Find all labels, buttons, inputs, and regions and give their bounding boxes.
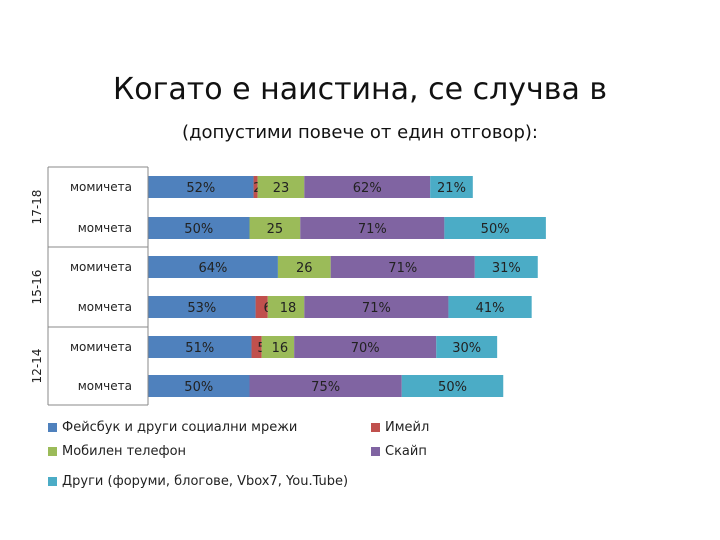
bar-segment-1-0 (253, 176, 258, 198)
legend-item-0: Фейсбук и други социални мрежи (48, 420, 297, 435)
chart-subtitle: (допустими повече от един отговор): (182, 122, 538, 143)
category-label-2: момичета (70, 260, 132, 274)
legend-label-4: Други (форуми, блогове, Vbox7, You.Tube) (62, 474, 349, 489)
bar-value-label-4-3: 41% (476, 301, 505, 316)
bar-value-label-0-4: 51% (185, 341, 214, 356)
bar-value-label-2-1: 25 (267, 222, 284, 237)
bar-segment-0-2 (148, 256, 278, 278)
bar-segment-2-0 (257, 176, 305, 198)
bar-value-label-2-4: 16 (272, 341, 289, 356)
bar-value-label-3-1: 71% (358, 222, 387, 237)
bar-segment-4-4 (436, 336, 498, 358)
bar-segment-2-1 (249, 217, 301, 239)
bar-value-label-3-3: 71% (362, 301, 391, 316)
category-label-0: момичета (70, 180, 132, 194)
bar-value-label-0-5: 50% (184, 380, 213, 395)
category-label-1: момчета (78, 221, 132, 235)
bar-value-label-4-1: 50% (481, 222, 510, 237)
bar-segment-3-0 (304, 176, 431, 198)
legend-swatch-2 (48, 447, 57, 456)
legend-item-4: Други (форуми, блогове, Vbox7, You.Tube) (48, 474, 348, 489)
group-label-0: 17-18 (30, 190, 44, 225)
bar-value-label-2-3: 18 (280, 301, 297, 316)
legend-item-1: Имейл (371, 420, 429, 435)
legend-label-2: Мобилен телефон (62, 444, 187, 459)
bar-value-label-3-4: 70% (351, 341, 380, 356)
legend-swatch-3 (371, 447, 380, 456)
bar-value-label-0-3: 53% (187, 301, 216, 316)
bar-value-label-4-5: 50% (438, 380, 467, 395)
bar-segment-1-4 (251, 336, 262, 358)
group-label-1: 15-16 (30, 270, 44, 305)
bar-segment-4-1 (444, 217, 546, 239)
category-label-3: момчета (78, 300, 132, 314)
legend-swatch-0 (48, 423, 57, 432)
legend-label-0: Фейсбук и други социални мрежи (62, 420, 298, 435)
legend-swatch-4 (48, 477, 57, 486)
legend-item-2: Мобилен телефон (48, 444, 186, 459)
bar-segment-0-5 (148, 375, 250, 397)
bar-value-label-0-2: 64% (199, 261, 228, 276)
bar-value-label-3-5: 75% (311, 380, 340, 395)
bar-segment-2-4 (261, 336, 295, 358)
bar-segment-0-1 (148, 217, 250, 239)
bar-segment-3-4 (294, 336, 437, 358)
category-label-5: момчета (78, 379, 132, 393)
bar-segment-0-0 (148, 176, 254, 198)
bar-value-label-4-4: 30% (452, 341, 481, 356)
bar-value-label-0-1: 50% (184, 222, 213, 237)
bar-segment-0-3 (148, 296, 256, 318)
chart-title: Когато е наистина, се случва в (112, 72, 608, 107)
bar-value-label-3-2: 71% (388, 261, 417, 276)
bar-segment-4-0 (430, 176, 473, 198)
bar-segment-4-5 (401, 375, 504, 397)
bar-segment-2-2 (277, 256, 331, 278)
bar-value-label-0-0: 52% (186, 181, 215, 196)
legend-label-3: Скайп (385, 444, 427, 459)
bar-segment-2-3 (267, 296, 305, 318)
bar-segment-0-4 (148, 336, 252, 358)
bar-segment-4-3 (448, 296, 532, 318)
bar-value-label-2-0: 23 (273, 181, 290, 196)
legend-swatch-1 (371, 423, 380, 432)
legend-item-3: Скайп (371, 444, 427, 459)
bar-value-label-3-0: 62% (353, 181, 382, 196)
bar-value-label-4-2: 31% (492, 261, 521, 276)
bar-segment-3-5 (249, 375, 402, 397)
bar-value-label-2-2: 26 (296, 261, 313, 276)
bar-segment-3-1 (300, 217, 445, 239)
bar-segment-1-3 (255, 296, 268, 318)
group-label-2: 12-14 (30, 349, 44, 384)
bar-segment-4-2 (474, 256, 538, 278)
legend-label-1: Имейл (385, 420, 430, 435)
bar-segment-3-3 (304, 296, 449, 318)
bar-value-label-4-0: 21% (437, 181, 466, 196)
category-label-4: момичета (70, 340, 132, 354)
bar-segment-3-2 (330, 256, 475, 278)
